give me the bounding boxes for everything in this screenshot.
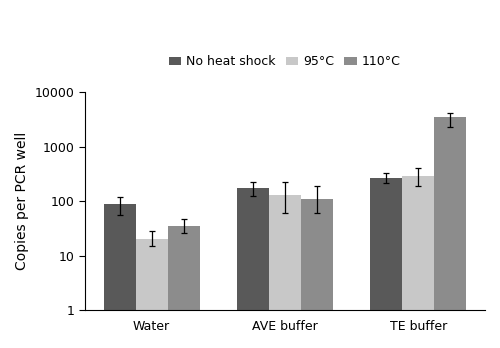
Bar xyxy=(136,239,168,348)
Bar xyxy=(434,117,466,348)
Bar xyxy=(301,199,333,348)
Bar xyxy=(104,204,136,348)
Bar xyxy=(402,176,434,348)
Bar xyxy=(269,195,301,348)
Y-axis label: Copies per PCR well: Copies per PCR well xyxy=(15,132,29,270)
Bar xyxy=(370,177,402,348)
Bar xyxy=(168,226,200,348)
Bar xyxy=(237,188,269,348)
Legend: No heat shock, 95°C, 110°C: No heat shock, 95°C, 110°C xyxy=(164,50,406,73)
